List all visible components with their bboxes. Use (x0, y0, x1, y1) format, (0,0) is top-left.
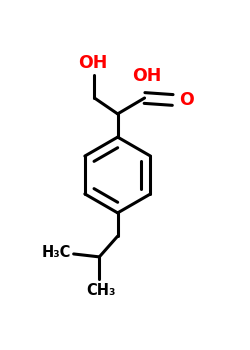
Text: CH₃: CH₃ (86, 282, 115, 298)
Text: H₃C: H₃C (42, 245, 71, 260)
Text: O: O (179, 91, 194, 109)
Text: OH: OH (132, 66, 162, 85)
Text: OH: OH (78, 54, 108, 72)
